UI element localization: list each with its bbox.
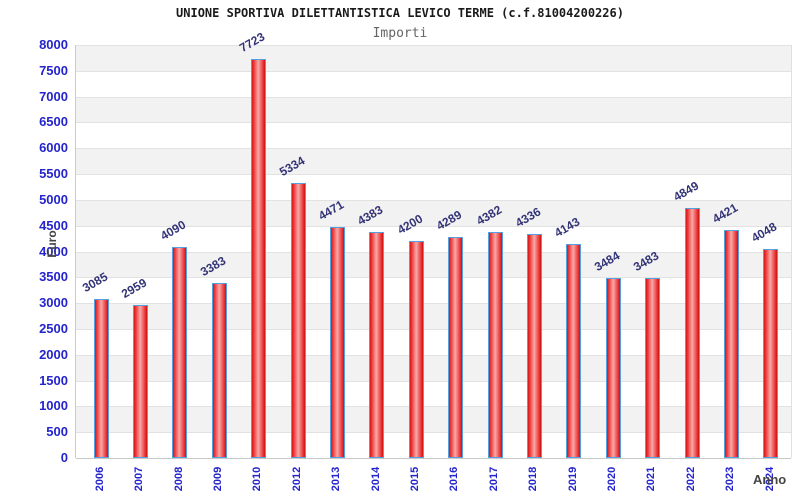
bar-2015 bbox=[408, 241, 424, 458]
gridline bbox=[76, 303, 791, 305]
gridline bbox=[76, 251, 791, 253]
x-tick-label: 2010 bbox=[251, 466, 264, 492]
y-tick-label: 7500 bbox=[39, 62, 68, 78]
bar-2013 bbox=[329, 227, 345, 458]
y-tick-label: 1500 bbox=[39, 372, 68, 388]
gridline bbox=[76, 96, 791, 98]
plot-shaded-band bbox=[76, 96, 791, 123]
bar-2016 bbox=[448, 236, 464, 458]
x-tick-label: 2009 bbox=[212, 466, 225, 492]
bar-2020 bbox=[605, 278, 621, 458]
plot-shaded-band bbox=[76, 45, 791, 71]
y-tick-label: 5500 bbox=[39, 166, 68, 182]
gridline bbox=[76, 122, 791, 124]
bar-2017 bbox=[487, 231, 503, 458]
bar-2014 bbox=[369, 231, 385, 458]
y-tick-label: 500 bbox=[46, 424, 68, 440]
x-tick-label: 2013 bbox=[330, 466, 343, 492]
plot-shaded-band bbox=[76, 406, 791, 433]
bar-2012 bbox=[290, 182, 306, 458]
y-tick-label: 2000 bbox=[39, 346, 68, 362]
gridline bbox=[76, 225, 791, 227]
gridline bbox=[76, 432, 791, 434]
x-tick-label: 2015 bbox=[409, 466, 422, 492]
bar-2008 bbox=[172, 246, 188, 458]
gridline bbox=[76, 277, 791, 279]
x-tick-label: 2021 bbox=[645, 466, 658, 492]
plot-shaded-band bbox=[76, 303, 791, 329]
plot-shaded-band bbox=[76, 354, 791, 381]
x-tick-label: 2017 bbox=[488, 466, 501, 492]
chart-subtitle: Importi bbox=[372, 26, 428, 41]
bar-2010 bbox=[251, 59, 267, 458]
y-tick-label: 3000 bbox=[39, 295, 68, 311]
gridline bbox=[76, 458, 791, 459]
x-tick-label: 2018 bbox=[527, 466, 540, 492]
y-tick-label: 1000 bbox=[39, 398, 68, 414]
bar-2009 bbox=[211, 283, 227, 458]
y-tick-label: 4000 bbox=[39, 243, 68, 259]
y-tick-label: 7000 bbox=[39, 88, 68, 104]
bar-2022 bbox=[684, 207, 700, 458]
y-axis-title: Euro bbox=[45, 230, 59, 258]
plot-shaded-band bbox=[76, 199, 791, 226]
bar-2023 bbox=[723, 229, 739, 458]
y-tick-label: 2500 bbox=[39, 320, 68, 336]
gridline bbox=[76, 380, 791, 382]
gridline bbox=[76, 45, 791, 46]
gridline bbox=[76, 70, 791, 72]
gridline bbox=[76, 199, 791, 201]
y-tick-label: 0 bbox=[60, 450, 68, 465]
x-tick-label: 2006 bbox=[94, 466, 107, 492]
y-tick-label: 5000 bbox=[39, 191, 68, 207]
gridline bbox=[76, 174, 791, 176]
x-tick-label: 2012 bbox=[291, 466, 304, 492]
plot-shaded-band bbox=[76, 251, 791, 278]
y-tick-label: 4500 bbox=[39, 217, 68, 233]
plot-shaded-band bbox=[76, 148, 791, 175]
plot-area bbox=[75, 45, 792, 459]
y-tick-label: 8000 bbox=[39, 37, 68, 52]
x-tick-label: 2007 bbox=[133, 466, 146, 492]
bar-2019 bbox=[566, 244, 582, 458]
bar-2007 bbox=[132, 305, 148, 458]
bar-2021 bbox=[645, 278, 661, 458]
gridline bbox=[76, 354, 791, 356]
bar-2018 bbox=[526, 234, 542, 458]
bar-2006 bbox=[93, 298, 109, 458]
x-tick-label: 2022 bbox=[685, 466, 698, 492]
x-tick-label: 2020 bbox=[606, 466, 619, 492]
x-tick-label: 2014 bbox=[369, 466, 382, 492]
x-tick-label: 2023 bbox=[724, 466, 737, 492]
y-tick-label: 6000 bbox=[39, 140, 68, 156]
gridline bbox=[76, 328, 791, 330]
gridline bbox=[76, 406, 791, 408]
y-tick-label: 3500 bbox=[39, 269, 68, 285]
gridline bbox=[76, 148, 791, 150]
y-tick-label: 6500 bbox=[39, 114, 68, 130]
bar-2024 bbox=[763, 249, 779, 458]
x-axis-title: Anno bbox=[753, 472, 787, 487]
x-tick-label: 2019 bbox=[566, 466, 579, 492]
chart-title: UNIONE SPORTIVA DILETTANTISTICA LEVICO T… bbox=[176, 6, 624, 20]
x-tick-label: 2008 bbox=[172, 466, 185, 492]
x-tick-label: 2016 bbox=[448, 466, 461, 492]
